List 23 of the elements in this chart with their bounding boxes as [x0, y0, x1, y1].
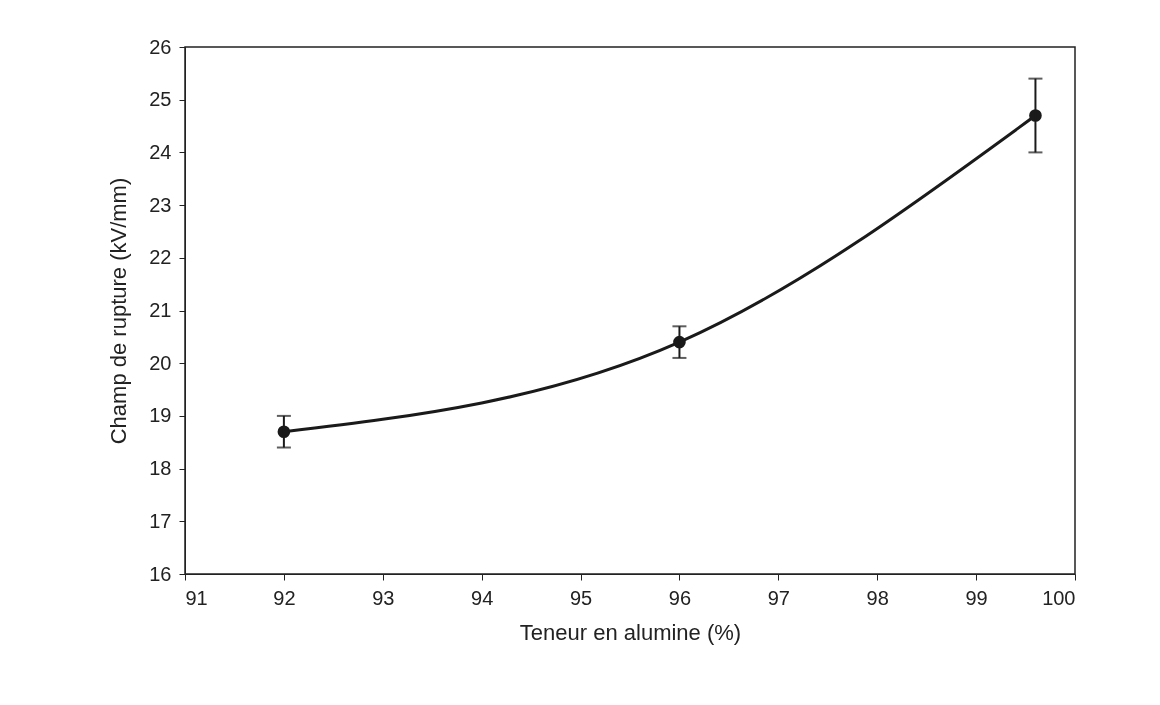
x-tick-label: 94: [471, 586, 494, 609]
x-tick-label: 93: [372, 586, 395, 609]
y-tick-label: 26: [149, 35, 172, 58]
y-tick-label: 16: [149, 562, 172, 585]
y-tick-label: 25: [149, 88, 172, 111]
y-tick-label: 18: [149, 457, 172, 480]
x-tick-label: 99: [965, 586, 988, 609]
y-tick-label: 17: [149, 509, 172, 532]
x-tick-label: 98: [866, 586, 889, 609]
x-tick-label: 97: [767, 586, 790, 609]
y-tick-label: 20: [149, 351, 172, 374]
x-tick-label: 96: [668, 586, 692, 609]
y-tick-label: 21: [149, 299, 172, 321]
y-tick-label: 19: [149, 404, 172, 427]
y-tick-label: 22: [149, 246, 172, 269]
x-axis-title: Teneur en alumine (%): [519, 619, 742, 645]
y-tick-label: 23: [149, 193, 172, 216]
x-tick-label: 92: [273, 586, 296, 609]
x-tick-label: 91: [185, 586, 208, 609]
y-tick-label: 24: [149, 140, 172, 163]
x-tick-label: 95: [569, 586, 593, 609]
y-axis-title: Champ de rupture (kV/mm): [106, 177, 132, 445]
x-tick-label: 100: [1042, 586, 1076, 609]
